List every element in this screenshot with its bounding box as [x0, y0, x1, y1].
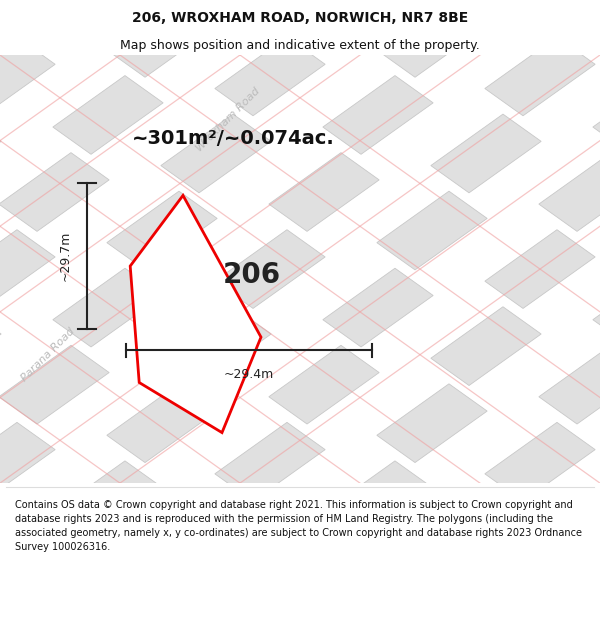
Polygon shape: [215, 230, 325, 308]
Polygon shape: [215, 422, 325, 501]
Text: ~29.4m: ~29.4m: [224, 368, 274, 381]
Polygon shape: [431, 114, 541, 193]
Polygon shape: [593, 461, 600, 539]
Polygon shape: [539, 345, 600, 424]
Polygon shape: [485, 230, 595, 308]
Polygon shape: [53, 461, 163, 539]
Polygon shape: [323, 76, 433, 154]
Polygon shape: [593, 76, 600, 154]
Polygon shape: [0, 307, 1, 386]
Polygon shape: [0, 152, 109, 231]
Text: 206, WROXHAM ROAD, NORWICH, NR7 8BE: 206, WROXHAM ROAD, NORWICH, NR7 8BE: [132, 11, 468, 25]
Polygon shape: [130, 196, 261, 432]
Polygon shape: [377, 191, 487, 270]
Polygon shape: [0, 422, 55, 501]
Polygon shape: [53, 268, 163, 347]
Polygon shape: [0, 345, 109, 424]
Polygon shape: [0, 230, 55, 308]
Text: Contains OS data © Crown copyright and database right 2021. This information is : Contains OS data © Crown copyright and d…: [15, 500, 582, 552]
Polygon shape: [377, 384, 487, 462]
Polygon shape: [539, 152, 600, 231]
Polygon shape: [215, 37, 325, 116]
Polygon shape: [323, 461, 433, 539]
Polygon shape: [0, 37, 55, 116]
Polygon shape: [161, 114, 271, 193]
Text: Map shows position and indicative extent of the property.: Map shows position and indicative extent…: [120, 39, 480, 51]
Text: ~29.7m: ~29.7m: [59, 231, 72, 281]
Polygon shape: [107, 191, 217, 270]
Polygon shape: [377, 0, 487, 78]
Polygon shape: [107, 384, 217, 462]
Polygon shape: [323, 268, 433, 347]
Polygon shape: [269, 345, 379, 424]
Polygon shape: [485, 37, 595, 116]
Polygon shape: [161, 307, 271, 386]
Text: ~301m²/~0.074ac.: ~301m²/~0.074ac.: [132, 129, 335, 148]
Polygon shape: [269, 152, 379, 231]
Text: Wroxham Road: Wroxham Road: [194, 86, 262, 153]
Polygon shape: [485, 422, 595, 501]
Text: 206: 206: [223, 261, 281, 289]
Polygon shape: [107, 0, 217, 78]
Polygon shape: [0, 114, 1, 193]
Text: Parana Road: Parana Road: [19, 326, 77, 383]
Polygon shape: [53, 76, 163, 154]
Polygon shape: [593, 268, 600, 347]
Polygon shape: [431, 307, 541, 386]
